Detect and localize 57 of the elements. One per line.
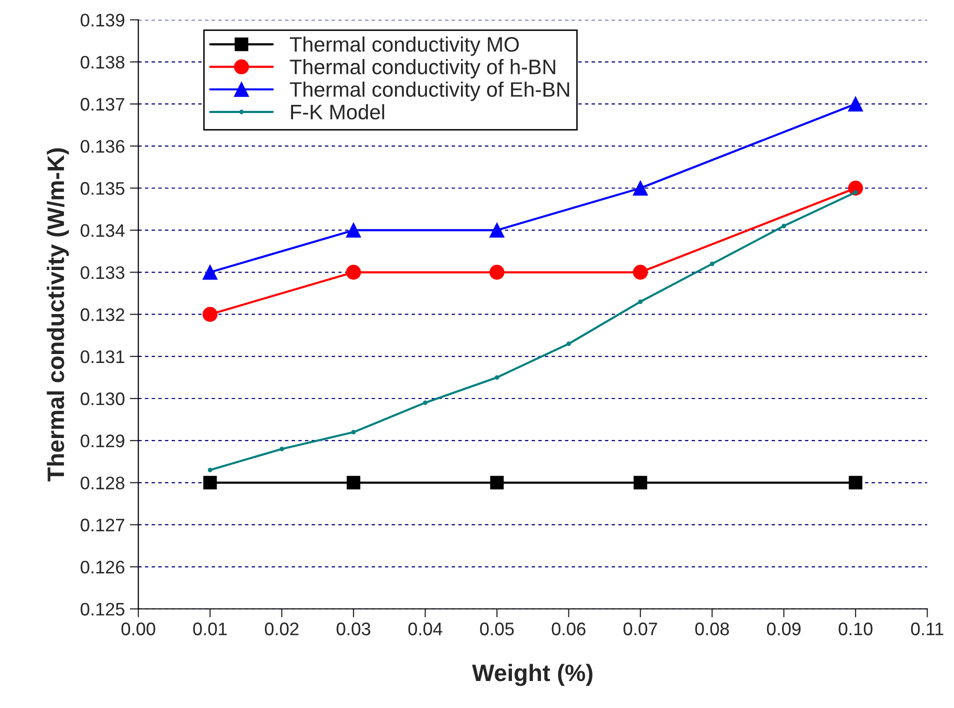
point	[208, 468, 212, 472]
y-axis-title: Thermal conductivity (W/m-K)	[46, 148, 69, 482]
point	[490, 476, 504, 490]
point	[634, 476, 648, 490]
point	[848, 476, 862, 490]
x-tick-label: 0.04	[408, 622, 442, 636]
x-tick-label: 0.03	[336, 622, 370, 636]
point	[202, 264, 218, 280]
y-tick-label: 0.131	[80, 350, 124, 364]
x-tick-label: 0.09	[766, 622, 801, 636]
point	[566, 342, 571, 346]
x-tick-label: 0.10	[838, 622, 872, 636]
x-tick-label: 0.05	[480, 622, 514, 636]
y-tick-label: 0.136	[80, 140, 124, 153]
point	[489, 222, 504, 238]
point	[638, 299, 643, 304]
point	[203, 476, 217, 490]
x-tick-label: 0.08	[695, 622, 729, 636]
x-tick-label: 0.02	[264, 622, 298, 636]
y-tick-label: 0.132	[80, 308, 124, 322]
point	[346, 264, 361, 280]
legend-label: Thermal conductivity of Eh-BN	[290, 82, 570, 101]
x-tick-label: 0.07	[624, 622, 658, 636]
point	[346, 476, 360, 490]
x-tick-label: 0.11	[911, 622, 944, 636]
point	[710, 262, 714, 266]
y-tick-label: 0.125	[80, 602, 124, 616]
y-tick-label: 0.133	[80, 266, 124, 279]
point	[346, 222, 361, 238]
x-axis-title: Weight (%)	[472, 664, 592, 686]
legend-label: F-K Model	[291, 104, 384, 120]
point	[202, 306, 218, 322]
point	[782, 224, 786, 228]
point	[853, 190, 858, 195]
point	[280, 446, 284, 452]
y-tick-label: 0.126	[80, 560, 124, 574]
point	[489, 264, 504, 280]
y-tick-label: 0.134	[80, 224, 125, 237]
x-tick-label: 0.01	[193, 622, 227, 636]
y-tick-label: 0.138	[80, 56, 124, 69]
y-tick-label: 0.127	[80, 518, 124, 532]
point	[632, 264, 648, 280]
y-tick-label: 0.139	[80, 14, 124, 27]
point	[422, 400, 428, 405]
x-tick-label: 0.00	[121, 622, 156, 636]
x-tick-label: 0.06	[552, 622, 586, 636]
y-tick-label: 0.135	[80, 182, 124, 195]
point	[632, 180, 648, 196]
y-tick-label: 0.129	[80, 434, 124, 448]
legend-label: Thermal conductivity MO	[290, 36, 519, 56]
point	[351, 430, 356, 434]
y-tick-label: 0.137	[80, 98, 124, 111]
legend-label: Thermal conductivity of h-BN	[290, 59, 556, 78]
point	[848, 96, 864, 112]
y-tick-label: 0.128	[80, 476, 124, 490]
y-tick-label: 0.130	[80, 392, 124, 406]
point	[494, 375, 500, 380]
